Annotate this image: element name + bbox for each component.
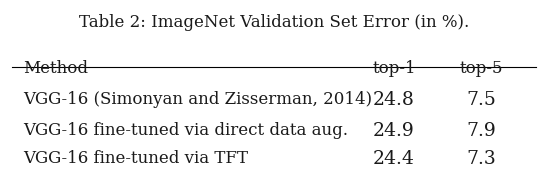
Text: VGG-16 (Simonyan and Zisserman, 2014): VGG-16 (Simonyan and Zisserman, 2014) xyxy=(23,91,372,108)
Text: VGG-16 fine-tuned via TFT: VGG-16 fine-tuned via TFT xyxy=(23,150,248,167)
Text: 7.5: 7.5 xyxy=(466,91,496,109)
Text: Method: Method xyxy=(23,60,88,77)
Text: 24.9: 24.9 xyxy=(373,122,415,140)
Text: Table 2: ImageNet Validation Set Error (in %).: Table 2: ImageNet Validation Set Error (… xyxy=(79,14,469,31)
Text: top-5: top-5 xyxy=(459,60,503,77)
Text: VGG-16 fine-tuned via direct data aug.: VGG-16 fine-tuned via direct data aug. xyxy=(23,122,348,139)
Text: 7.3: 7.3 xyxy=(466,150,496,168)
Text: 7.9: 7.9 xyxy=(466,122,496,140)
Text: 24.4: 24.4 xyxy=(373,150,415,168)
Text: 24.8: 24.8 xyxy=(373,91,415,109)
Text: top-1: top-1 xyxy=(372,60,416,77)
